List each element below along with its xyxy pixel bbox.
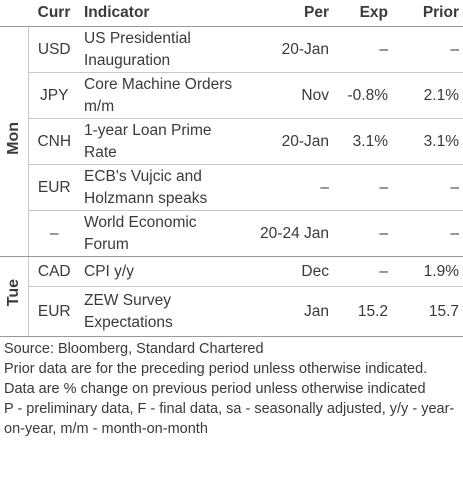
- table-cell: –: [28, 210, 80, 257]
- calendar-table: Curr Indicator Per Exp Prior Mon USD US Presid…: [0, 0, 463, 337]
- table-row: CNH 1-year Loan Prime Rate 20-Jan 3.1% 3.1%: [0, 118, 463, 165]
- table-row: – World Economic Forum 20-24 Jan – –: [0, 210, 463, 257]
- table-row: Tue CAD CPI y/y Dec –1.9%: [0, 256, 463, 337]
- column-header: Indicator: [80, 0, 245, 27]
- table-cell: 3.1%: [333, 118, 392, 165]
- table-row: JPY Core Machine Orders m/m Nov -0.8% 2.1%: [0, 72, 463, 119]
- table-cell: –: [333, 26, 392, 73]
- column-header: Per: [245, 0, 333, 27]
- table-cell: 20-Jan: [245, 26, 333, 73]
- table-cell: 1.9%: [392, 256, 463, 287]
- table-row: Mon USD US Presidential Inauguration 20-Jan…: [0, 26, 463, 257]
- column-header: Prior: [392, 0, 463, 27]
- table-cell: EUR: [28, 164, 80, 211]
- table-cell: Nov: [245, 72, 333, 119]
- table-cell: CPI y/y: [80, 256, 245, 287]
- day-cell: Mon: [0, 26, 29, 257]
- footnote: Source: Bloomberg, Standard Chartered: [4, 341, 264, 357]
- table-cell: –: [392, 164, 463, 211]
- day-label: Mon: [4, 121, 22, 155]
- table-cell: ZEW Survey Expectations: [80, 286, 245, 337]
- column-header: Exp: [333, 0, 392, 27]
- table-cell: Dec: [245, 256, 333, 287]
- table-cell: CNH: [28, 118, 80, 165]
- day-cell: Tue: [0, 256, 29, 337]
- footnotes: Source: Bloomberg, Standard Chartered Pri…: [0, 337, 463, 439]
- table-cell: –: [245, 164, 333, 211]
- table-cell: –: [333, 164, 392, 211]
- table-cell: –: [333, 256, 392, 287]
- table-cell: 20-24 Jan: [245, 210, 333, 257]
- day-header: [0, 0, 28, 27]
- table-cell: USD: [28, 26, 80, 73]
- table-cell: World Economic Forum: [80, 210, 245, 257]
- table-cell: -0.8%: [333, 72, 392, 119]
- day-label: Tue: [4, 279, 22, 307]
- table-row: EUR ECB's Vujcic and Holzmann speaks – – –: [0, 164, 463, 211]
- table-cell: 20-Jan: [245, 118, 333, 165]
- table-cell: Core Machine Orders m/m: [80, 72, 245, 119]
- table-cell: ECB's Vujcic and Holzmann speaks: [80, 164, 245, 211]
- table-cell: –: [392, 210, 463, 257]
- table-cell: 15.2: [333, 286, 392, 337]
- table-cell: EUR: [28, 286, 80, 337]
- table-cell: –: [333, 210, 392, 257]
- table-cell: Jan: [245, 286, 333, 337]
- table-cell: JPY: [28, 72, 80, 119]
- column-header: Curr: [28, 0, 80, 27]
- table-cell: 15.7: [392, 286, 463, 337]
- table-row: EUR ZEW Survey Expectations Jan 15.2 15.7: [0, 286, 463, 337]
- table-cell: 3.1%: [392, 118, 463, 165]
- table-cell: –: [392, 26, 463, 73]
- table-cell: 2.1%: [392, 72, 463, 119]
- table-cell: 1-year Loan Prime Rate: [80, 118, 245, 165]
- table-cell: US Presidential Inauguration: [80, 26, 245, 73]
- header-row: Curr Indicator Per Exp Prior: [0, 0, 463, 27]
- footnote: P - preliminary data, F - final data, sa…: [4, 401, 455, 437]
- table-cell: CAD: [28, 256, 80, 287]
- footnote: Prior data are for the preceding period …: [4, 361, 428, 397]
